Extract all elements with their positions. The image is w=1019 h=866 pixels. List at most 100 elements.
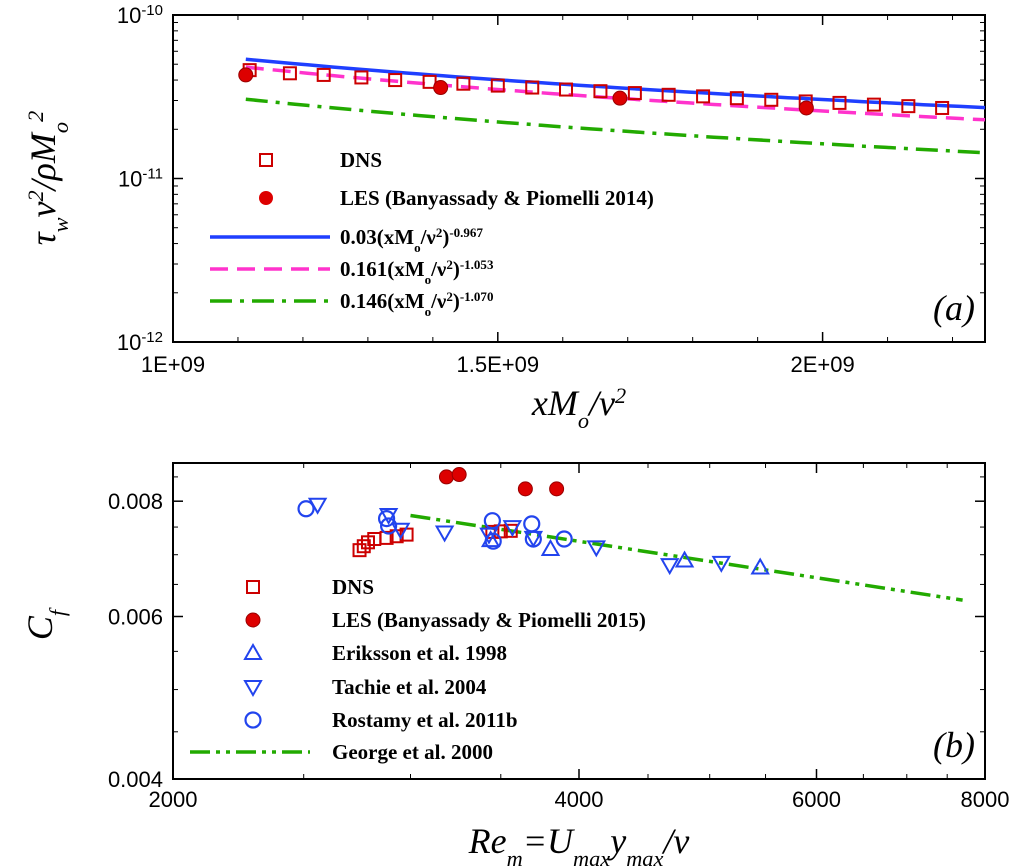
- label-part: /ν: [661, 821, 689, 861]
- data-marker: [380, 517, 398, 535]
- panel-b-legend: DNS LES (Banyassady & Piomelli 2015) Eriks…: [190, 575, 646, 764]
- legend-symbol: [243, 642, 263, 660]
- label-part: =U: [523, 821, 575, 861]
- x-tick-label: 1.5E+09: [457, 352, 540, 377]
- dns-marker: [661, 87, 676, 102]
- label-part: 2: [436, 225, 443, 240]
- panel-a-x-axis-label: xMo/ν2: [531, 383, 626, 433]
- data-marker: [484, 532, 502, 550]
- data-marker: [659, 558, 680, 576]
- dns-marker: [422, 74, 437, 89]
- dns-marker: [764, 92, 779, 107]
- y-tick-label: 10-10: [117, 2, 163, 29]
- dns-marker: [282, 66, 297, 81]
- data-marker: [503, 523, 518, 538]
- dns-marker: [388, 73, 403, 88]
- label-part: 2: [615, 383, 626, 408]
- y-tick-base: 10: [117, 330, 141, 355]
- panel-a-label: (a): [933, 288, 975, 328]
- dns-marker: [354, 70, 369, 85]
- y-tick-exp: -12: [141, 329, 163, 346]
- series-line: [245, 65, 986, 122]
- legend-label: DNS: [340, 148, 382, 172]
- label-part: o: [425, 304, 432, 319]
- label-part: x: [531, 383, 548, 423]
- legend-label: DNS: [332, 575, 374, 599]
- panel-b-y-axis-label: Cf: [20, 607, 70, 640]
- panel-b-series: [297, 467, 963, 602]
- dns-marker: [593, 84, 608, 99]
- legend-symbol: [245, 612, 261, 628]
- panel-b-axes-ticks: 2000 4000 6000 8000 0.004 0.006 0.008: [108, 463, 1009, 812]
- legend-label: 0.03(xMo/ν2)-0.967: [340, 225, 483, 255]
- label-part: o: [48, 122, 73, 133]
- data-marker: [479, 527, 499, 545]
- dns-marker: [696, 89, 711, 104]
- legend-label: 0.146(xMo/ν2)-1.070: [340, 289, 494, 319]
- label-part: 0.146(xM: [340, 289, 425, 313]
- y-tick-base: 10: [118, 167, 142, 192]
- label-part: C: [20, 615, 60, 640]
- label-part: ): [442, 225, 449, 249]
- series-line: [245, 57, 986, 110]
- x-tick-label: 4000: [555, 787, 604, 812]
- label-part: o: [578, 408, 589, 433]
- legend-symbol: [244, 711, 262, 729]
- legend-label: Eriksson et al. 1998: [332, 641, 507, 665]
- label-part: -0.967: [449, 225, 483, 240]
- label-part: -1.070: [460, 289, 494, 304]
- label-part: w: [48, 217, 73, 232]
- legend-label: Rostamy et al. 2011b: [332, 708, 518, 732]
- panel-a-y-axis-label: τwν2/ρMo2: [23, 111, 73, 246]
- data-marker: [434, 525, 455, 543]
- panel-a-series: [238, 57, 986, 155]
- label-part: -1.053: [460, 257, 494, 272]
- data-marker: [674, 550, 695, 568]
- les-marker: [798, 100, 814, 116]
- label-part: max: [573, 846, 610, 866]
- legend-label: LES (Banyassady & Piomelli 2015): [332, 608, 646, 632]
- data-marker: [377, 510, 396, 528]
- les-marker: [612, 90, 628, 106]
- panel-b-x-axis-label: Rem=Umaxymax/ν: [468, 821, 690, 866]
- label-part: ): [453, 289, 460, 313]
- label-part: ν: [23, 201, 63, 217]
- data-marker: [540, 539, 561, 557]
- label-part: max: [626, 846, 663, 866]
- dns-marker: [627, 86, 642, 101]
- panel-a-legend: DNS LES (Banyassady & Piomelli 2014) 0.03(…: [210, 148, 654, 319]
- legend-symbol: [259, 153, 273, 167]
- data-marker: [750, 557, 770, 575]
- x-tick-label: 2E+09: [790, 352, 854, 377]
- legend-label: 0.161(xMo/ν2)-1.053: [340, 257, 494, 287]
- data-marker: [523, 515, 541, 533]
- label-part: y: [607, 821, 626, 861]
- dns-marker: [490, 78, 505, 93]
- data-marker: [483, 512, 501, 530]
- panel-b-label: (b): [933, 725, 975, 765]
- dns-marker: [525, 80, 540, 95]
- data-marker: [517, 481, 533, 497]
- y-tick-base: 10: [117, 3, 141, 28]
- les-marker: [433, 80, 449, 96]
- label-part: ): [453, 257, 460, 281]
- x-tick-label: 6000: [792, 787, 841, 812]
- dns-marker: [456, 76, 471, 91]
- legend-symbol: [243, 680, 263, 698]
- label-part: 2: [23, 111, 48, 122]
- dns-marker: [316, 67, 331, 82]
- label-part: M: [23, 131, 63, 164]
- data-marker: [711, 555, 732, 573]
- label-part: f: [45, 607, 70, 616]
- data-marker: [502, 520, 523, 538]
- data-marker: [352, 543, 367, 558]
- label-part: 2: [23, 190, 48, 201]
- label-part: 0.161(xM: [340, 257, 425, 281]
- dns-marker: [866, 97, 881, 112]
- data-marker: [438, 469, 454, 485]
- label-part: o: [425, 272, 432, 287]
- label-part: /ν: [420, 225, 437, 249]
- y-tick-label: 10-11: [118, 165, 163, 192]
